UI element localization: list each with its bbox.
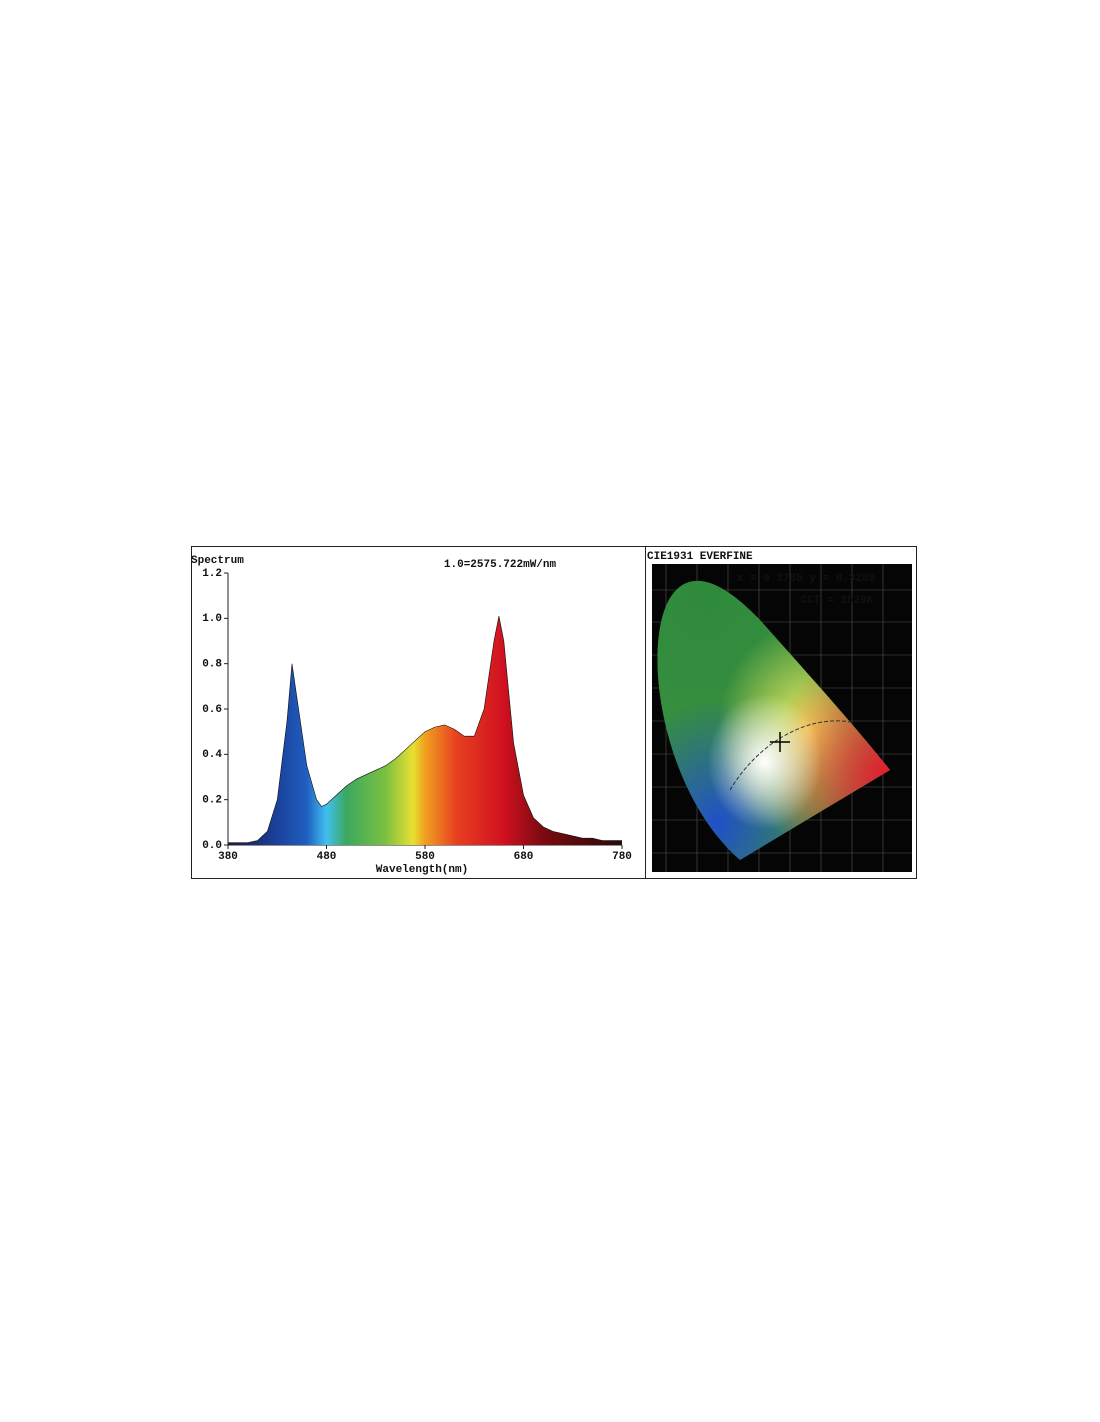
annotation: CCT = 3620K — [801, 595, 874, 607]
frame — [191, 546, 917, 879]
x-tick-label: 480 — [317, 851, 337, 863]
annotation: x = 0.3785 y = 0.3289 — [737, 573, 876, 585]
annotation: 1.0=2575.722mW/nm — [444, 559, 557, 571]
chart-title: Spectrum — [191, 555, 244, 567]
area-fill — [228, 616, 622, 845]
x-tick-label: 380 — [218, 851, 238, 863]
x-tick-label: 780 — [612, 851, 632, 863]
y-tick-label: 1.0 — [202, 613, 222, 625]
x-axis-label: Wavelength(nm) — [376, 864, 468, 876]
y-tick-label: 0.8 — [202, 659, 222, 671]
chart-title: CIE1931 EVERFINE — [647, 551, 753, 563]
y-tick-label: 1.2 — [202, 568, 222, 580]
y-tick-label: 0.0 — [202, 840, 222, 852]
y-tick-label: 0.6 — [202, 704, 222, 716]
cie-point — [770, 732, 790, 752]
x-tick-label: 580 — [415, 851, 435, 863]
y-tick-label: 0.2 — [202, 795, 222, 807]
spectrum-line — [228, 616, 622, 843]
x-tick-label: 680 — [514, 851, 534, 863]
y-tick-label: 0.4 — [202, 749, 222, 761]
